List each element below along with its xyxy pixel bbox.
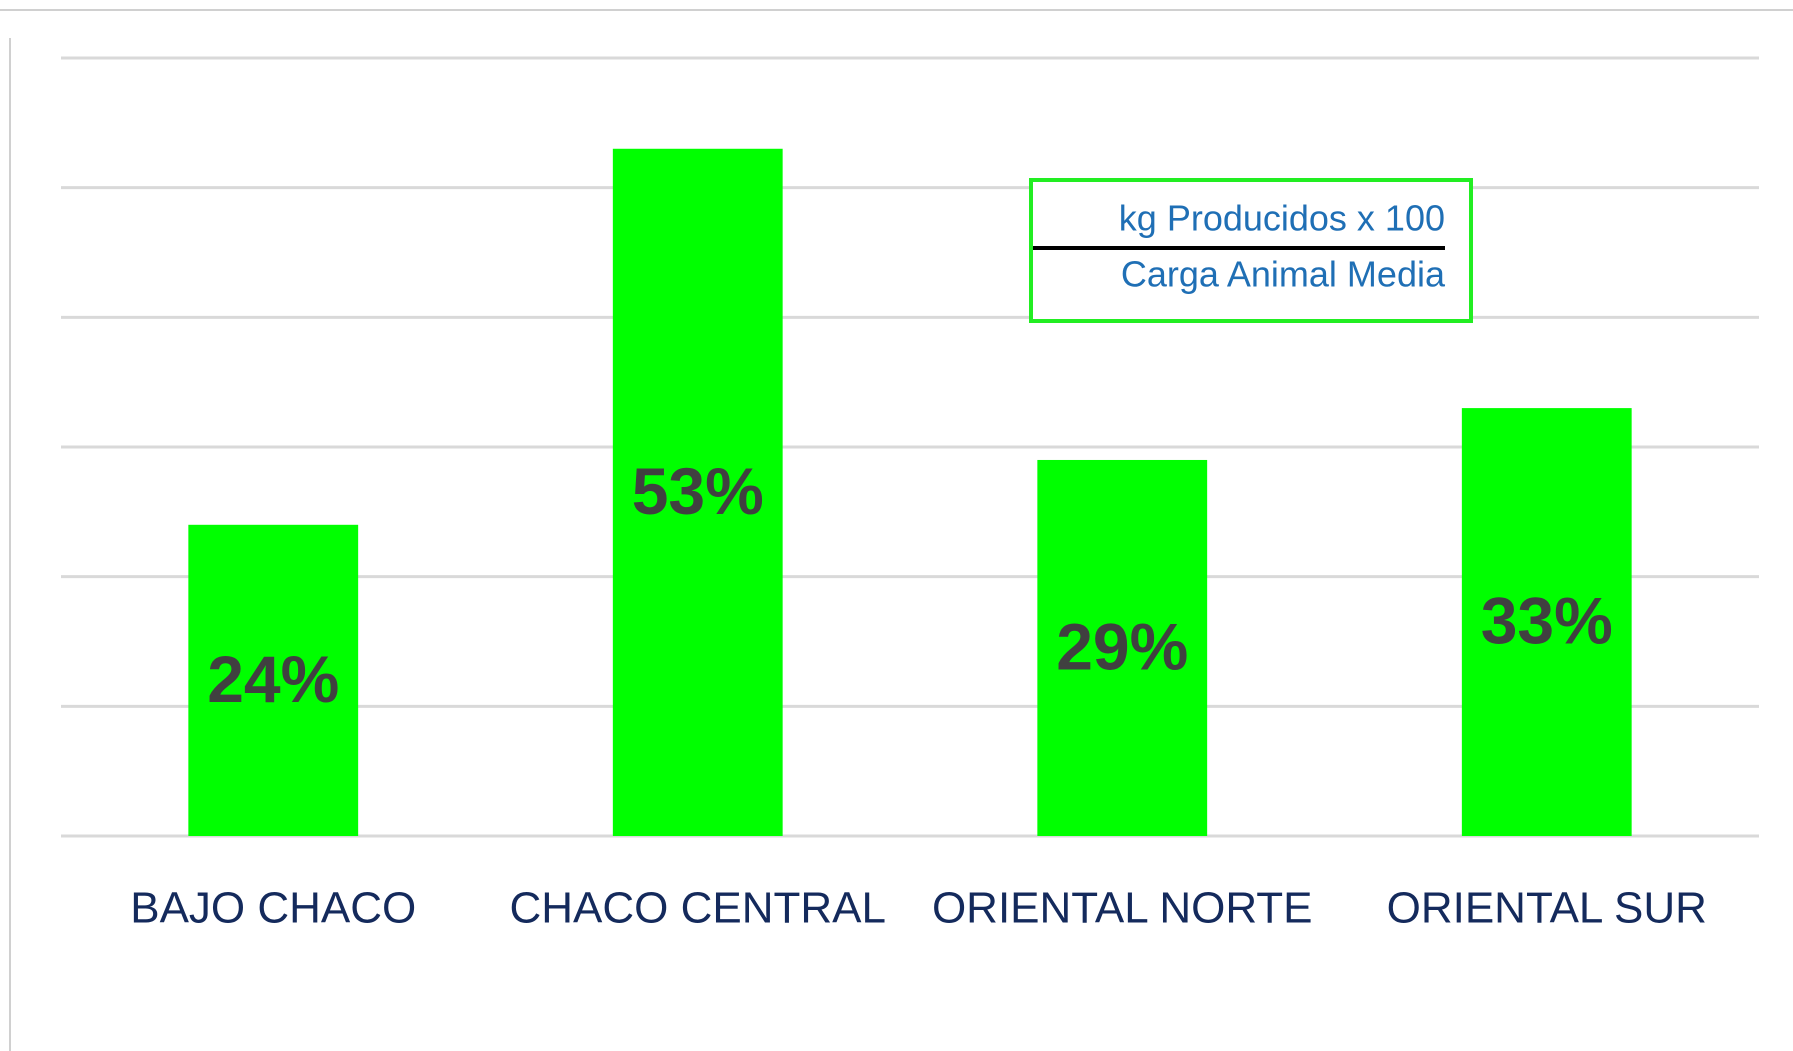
value-label: 33%: [1481, 583, 1613, 657]
bar: [612, 148, 783, 836]
value-label: 24%: [207, 642, 339, 716]
x-tick-label: ORIENTAL NORTE: [932, 884, 1313, 933]
bar: [1461, 408, 1632, 836]
value-label: 29%: [1056, 609, 1188, 683]
annotation-box: [1029, 178, 1473, 323]
bar: [1037, 459, 1208, 836]
value-label: 53%: [632, 454, 764, 528]
x-tick-label: BAJO CHACO: [130, 884, 416, 933]
bars: [188, 148, 1632, 836]
annotation-denominator: Carga Animal Media: [1121, 254, 1446, 295]
annotation-numerator: kg Producidos x 100: [1119, 198, 1445, 239]
bar: [188, 524, 359, 836]
x-tick-label: ORIENTAL SUR: [1387, 884, 1707, 933]
x-tick-label: CHACO CENTRAL: [510, 884, 887, 933]
labels: 24% BAJO CHACO 53% CHACO CENTRAL 29% ORIENTAL…: [130, 454, 1707, 933]
